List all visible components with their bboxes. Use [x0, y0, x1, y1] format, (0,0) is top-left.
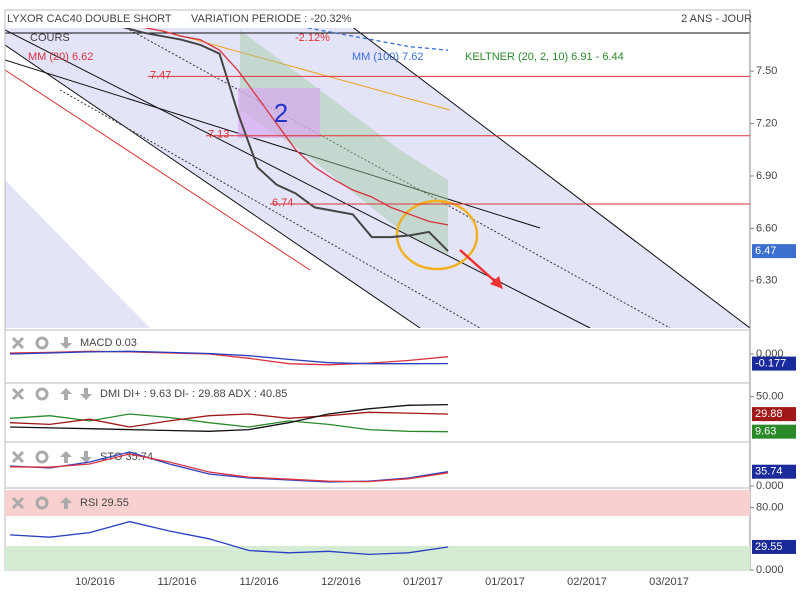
y-tick-label: 6.60	[756, 222, 777, 234]
close-button[interactable]	[11, 387, 25, 401]
x-tick-label: 03/2017	[649, 576, 689, 588]
current-value: 6.47	[755, 245, 776, 257]
series-line	[122, 28, 449, 252]
x-tick-label: 02/2017	[567, 576, 607, 588]
level-label: 6.74	[272, 197, 293, 209]
rsi-oversold	[5, 546, 750, 570]
channel-fill	[5, 28, 750, 328]
panel-title: RSI 29.55	[80, 497, 129, 509]
close-button[interactable]	[11, 450, 25, 464]
rsi-overbought	[5, 490, 750, 516]
move-up-button[interactable]	[60, 497, 72, 509]
level-label: 7.13	[208, 129, 229, 141]
current-value: -0.177	[755, 357, 786, 369]
channel-line	[5, 59, 541, 229]
settings-button[interactable]	[35, 336, 49, 350]
move-up-button[interactable]	[60, 451, 72, 463]
current-value: 29.88	[755, 408, 783, 420]
series-line	[9, 350, 449, 365]
legend-label: COURS	[30, 32, 70, 44]
x-tick-label: 11/2016	[158, 576, 197, 588]
move-up-button[interactable]	[60, 388, 72, 400]
current-value: 9.63	[755, 426, 776, 438]
annotation: -2.12%	[295, 32, 330, 44]
legend-label: MM (100) 7.62	[352, 51, 424, 63]
y-tick-label: 6.30	[756, 275, 777, 287]
variation: VARIATION PERIODE : -20.32%	[191, 13, 352, 25]
current-value: 29.55	[755, 541, 783, 553]
y-tick-label: 50.00	[756, 391, 784, 403]
highlight-circle	[395, 199, 479, 271]
panel-title: STO 35.74	[100, 451, 153, 463]
series-line	[9, 453, 449, 483]
annotation: 2	[274, 98, 288, 128]
channel-line	[352, 28, 750, 328]
panel-title: MACD 0.03	[80, 337, 137, 349]
move-down-button[interactable]	[80, 388, 92, 400]
main-series	[122, 28, 449, 252]
current-value-box	[752, 424, 796, 439]
legend-label: KELTNER (20, 2, 10) 6.91 - 6.44	[465, 51, 624, 63]
instrument-title: LYXOR CAC40 DOUBLE SHORT	[7, 13, 172, 25]
y-tick-label: 7.50	[756, 65, 777, 77]
settings-button[interactable]	[35, 496, 49, 510]
settings-button[interactable]	[35, 450, 49, 464]
y-tick-label: 0.000	[756, 480, 784, 492]
legend-label: MM (20) 6.62	[28, 51, 93, 63]
current-value-box	[752, 539, 796, 554]
period: 2 ANS - JOUR	[681, 13, 752, 25]
panel-title: DMI DI+ : 9.63 DI- : 29.88 ADX : 40.85	[100, 388, 287, 400]
channel-line	[5, 44, 421, 328]
x-tick-label: 12/2016	[321, 576, 361, 588]
x-tick-label: 01/2017	[485, 576, 525, 588]
move-down-button[interactable]	[60, 337, 72, 349]
move-down-button[interactable]	[80, 451, 92, 463]
y-tick-label: 7.20	[756, 117, 777, 129]
series-line	[9, 520, 449, 556]
current-value-box	[752, 244, 796, 259]
current-value: 35.74	[755, 466, 783, 478]
series-line	[9, 411, 449, 428]
arrow	[459, 249, 499, 285]
close-button[interactable]	[11, 496, 25, 510]
y-tick-label: 6.90	[756, 170, 777, 182]
close-button[interactable]	[11, 336, 25, 350]
x-tick-label: 01/2017	[403, 576, 443, 588]
arrow-head	[490, 276, 503, 289]
current-value-box	[752, 464, 796, 479]
pattern-box	[238, 88, 320, 138]
y-tick-label: 80.00	[756, 502, 784, 514]
level-label: 7.47	[150, 69, 171, 81]
x-tick-label: 11/2016	[240, 576, 279, 588]
series-line	[9, 403, 449, 432]
series-line	[142, 28, 449, 226]
channel-fill	[5, 180, 150, 328]
y-tick-label: 0.000	[756, 564, 784, 576]
current-value-box	[752, 356, 796, 371]
keltner-band	[240, 30, 448, 255]
channel-layer	[5, 28, 750, 328]
channel-line	[5, 69, 311, 271]
channel-line	[129, 29, 671, 328]
channel-line	[59, 89, 481, 328]
current-value-box	[752, 407, 796, 422]
x-tick-label: 10/2016	[75, 576, 115, 588]
settings-button[interactable]	[35, 387, 49, 401]
